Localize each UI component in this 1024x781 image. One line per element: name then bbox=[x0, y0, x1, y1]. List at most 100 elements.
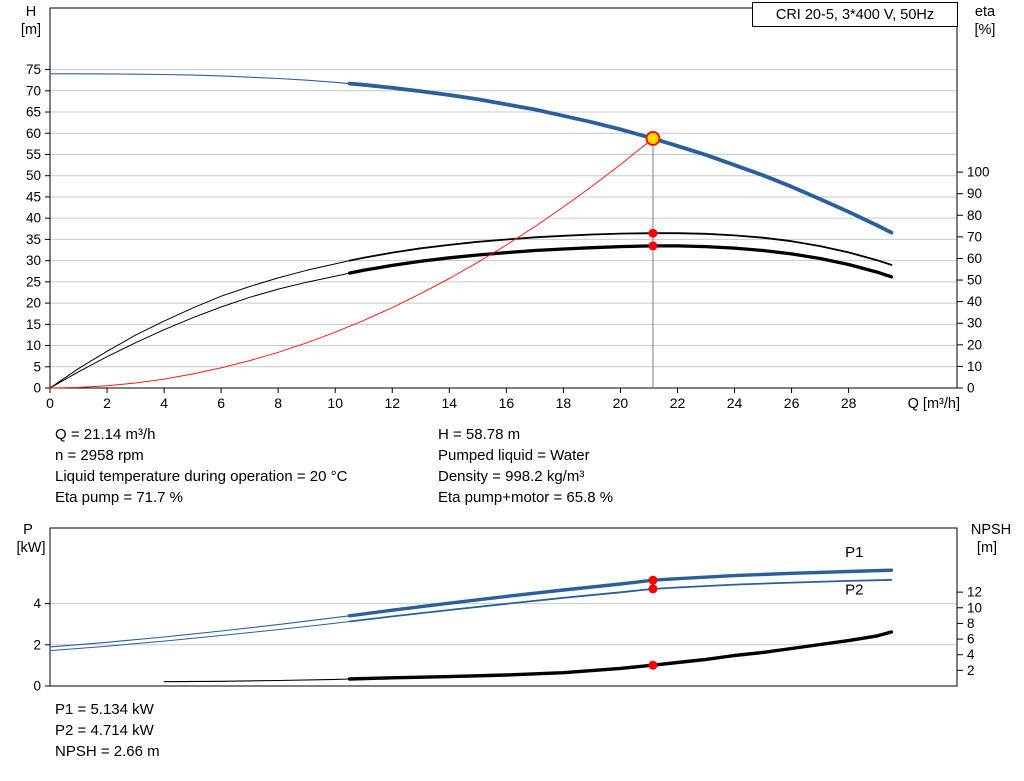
y-right-tick-label: 6 bbox=[967, 632, 975, 647]
x-tick-label: 10 bbox=[327, 395, 343, 411]
curve-npsh-curve bbox=[163, 678, 351, 683]
y-left-tick-label: 5 bbox=[33, 359, 41, 374]
curve-eta-pump-motor bbox=[347, 244, 894, 279]
h-axis-title: H bbox=[26, 4, 36, 20]
y-right-tick-label: 50 bbox=[967, 273, 982, 288]
y-left-tick-label: 35 bbox=[26, 232, 41, 247]
detail-flow: Q = 21.14 m³/h bbox=[55, 426, 156, 443]
duty-point-marker[interactable] bbox=[645, 131, 661, 146]
h-axis-unit: [m] bbox=[21, 22, 41, 38]
details-right-column: H = 58.78 m Pumped liquid = Water Densit… bbox=[438, 424, 613, 508]
pump-title: CRI 20-5, 3*400 V, 50Hz bbox=[775, 6, 935, 23]
y-left-tick-label: 30 bbox=[26, 253, 41, 268]
y-left-tick-label: 15 bbox=[26, 317, 41, 332]
y-left-tick-label: 0 bbox=[33, 381, 41, 396]
y-left-tick-label: 20 bbox=[26, 296, 41, 311]
x-tick-label: 6 bbox=[217, 395, 225, 411]
detail-speed: n = 2958 rpm bbox=[55, 447, 144, 464]
y-left-tick-label: 4 bbox=[33, 596, 41, 611]
result-p1: P1 = 5.134 kW bbox=[55, 701, 154, 718]
hq-plot-area: 0 5 10 15 20 25 30 35 40 45 50 55 60 65 70 75 0 10 20 30 40 5… bbox=[26, 7, 990, 411]
detail-eta-pump: Eta pump = 71.7 % bbox=[55, 489, 183, 506]
curve-pump-curve-h bbox=[49, 73, 351, 85]
curve-p2-curve bbox=[49, 621, 350, 652]
y-left-tick-label: 10 bbox=[26, 338, 41, 353]
x-tick-label: 0 bbox=[46, 395, 54, 411]
y-right-tick-label: 4 bbox=[967, 647, 975, 662]
detail-liquid: Pumped liquid = Water bbox=[438, 447, 590, 464]
y-left-tick-label: 65 bbox=[26, 105, 41, 120]
y-right-tick-label: 70 bbox=[967, 229, 982, 244]
x-tick-label: 4 bbox=[160, 395, 168, 411]
eta-axis-title: eta bbox=[975, 4, 996, 20]
y-left-tick-label: 40 bbox=[26, 211, 41, 226]
y-right-tick-label: 90 bbox=[967, 186, 982, 201]
detail-head: H = 58.78 m bbox=[438, 426, 521, 443]
p-axis-title: P bbox=[23, 522, 33, 538]
y-left-tick-label: 50 bbox=[26, 168, 41, 183]
p-axis-unit: [kW] bbox=[17, 540, 46, 556]
y-right-tick-label: 100 bbox=[967, 165, 990, 180]
curve-eta-pump-motor bbox=[49, 272, 350, 389]
result-npsh: NPSH = 2.66 m bbox=[55, 743, 160, 760]
y-right-tick-label: 10 bbox=[967, 600, 982, 615]
curve-p1-curve bbox=[347, 568, 894, 618]
npsh-axis-title: NPSH bbox=[971, 522, 1011, 538]
x-tick-label: 28 bbox=[841, 395, 857, 411]
curve-p2-curve bbox=[348, 579, 893, 623]
y-right-tick-label: 10 bbox=[967, 359, 982, 374]
y-right-tick-label: 20 bbox=[967, 337, 982, 352]
y-right-tick-label: 80 bbox=[967, 208, 982, 223]
y-left-tick-label: 70 bbox=[26, 83, 41, 98]
x-tick-label: 8 bbox=[274, 395, 282, 411]
curve-eta-pump bbox=[348, 232, 893, 266]
detail-temperature: Liquid temperature during operation = 20… bbox=[55, 468, 348, 485]
curve-pump-curve-h bbox=[347, 81, 894, 235]
x-tick-label: 2 bbox=[103, 395, 111, 411]
pump-title-box: CRI 20-5, 3*400 V, 50Hz bbox=[752, 2, 958, 27]
plot-frame bbox=[49, 7, 958, 389]
y-left-tick-label: 55 bbox=[26, 147, 41, 162]
y-left-tick-label: 25 bbox=[26, 274, 41, 289]
q-axis-title: Q [m³/h] bbox=[908, 396, 960, 412]
y-right-tick-label: 12 bbox=[967, 585, 982, 600]
curve-system-curve bbox=[49, 137, 654, 389]
y-left-tick-label: 45 bbox=[26, 189, 41, 204]
y-right-tick-label: 30 bbox=[967, 316, 982, 331]
y-right-tick-label: 8 bbox=[967, 616, 975, 631]
result-p2: P2 = 4.714 kW bbox=[55, 722, 154, 739]
curve-label-p2: P2 bbox=[845, 581, 863, 598]
curve-npsh-curve bbox=[347, 630, 894, 681]
plot-frame bbox=[49, 527, 958, 687]
eta-axis-unit: [%] bbox=[975, 22, 996, 38]
results-block: P1 = 5.134 kW P2 = 4.714 kW NPSH = 2.66 … bbox=[55, 699, 160, 762]
y-left-tick-label: 60 bbox=[26, 126, 41, 141]
curve-p1-curve bbox=[49, 615, 351, 648]
x-tick-label: 26 bbox=[784, 395, 800, 411]
x-tick-label: 22 bbox=[670, 395, 686, 411]
operating-value-dot bbox=[648, 584, 658, 594]
curve-label-p1: P1 bbox=[845, 544, 863, 561]
detail-density: Density = 998.2 kg/m³ bbox=[438, 468, 585, 485]
operating-value-dot bbox=[648, 241, 658, 251]
y-left-tick-label: 75 bbox=[26, 62, 41, 77]
y-right-tick-label: 40 bbox=[967, 294, 982, 309]
details-left-column: Q = 21.14 m³/h n = 2958 rpm Liquid tempe… bbox=[55, 424, 347, 508]
x-tick-label: 24 bbox=[727, 395, 743, 411]
operating-value-dot bbox=[648, 660, 658, 670]
y-right-tick-label: 60 bbox=[967, 251, 982, 266]
operating-value-dot bbox=[648, 228, 658, 238]
operating-value-dot bbox=[648, 575, 658, 585]
x-tick-label: 18 bbox=[556, 395, 572, 411]
y-left-tick-label: 0 bbox=[33, 679, 41, 694]
y-left-tick-label: 2 bbox=[33, 637, 41, 652]
hq-eta-chart: H [m] eta [%] Q [m³/h] 05101520253035404… bbox=[21, 4, 996, 412]
x-tick-label: 12 bbox=[384, 395, 400, 411]
detail-eta-pump-motor: Eta pump+motor = 65.8 % bbox=[438, 489, 614, 506]
y-right-tick-label: 2 bbox=[967, 663, 975, 678]
curve-eta-pump bbox=[49, 260, 350, 389]
x-tick-label: 14 bbox=[442, 395, 458, 411]
